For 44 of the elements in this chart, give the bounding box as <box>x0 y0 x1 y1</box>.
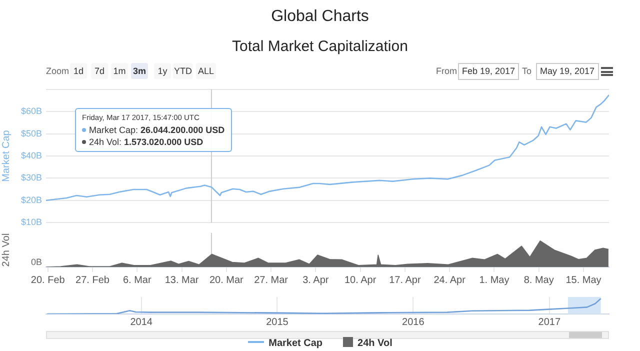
x-tick-label: 2014 <box>130 316 153 328</box>
text: 3m <box>131 63 148 79</box>
x-tick-label: 10. Apr <box>344 274 377 286</box>
x-tick-label: 2015 <box>266 316 289 328</box>
y-tick-label: $40B <box>20 150 42 160</box>
x-tick-label: 27. Feb <box>76 274 110 286</box>
x-tick-label: 6. Mar <box>122 274 152 286</box>
text: 1m <box>111 63 128 79</box>
x-tick-label: 3. Apr <box>302 274 330 286</box>
x-tick-label: 17. Apr <box>389 274 422 286</box>
x-tick-label: 2016 <box>402 316 425 328</box>
text: YTD <box>173 63 193 79</box>
y-tick-label: $60B <box>20 106 42 116</box>
y-tick-label: $10B <box>20 217 42 228</box>
x-tick-label: 13. Mar <box>164 274 200 286</box>
text: From <box>436 65 457 78</box>
text: Zoom <box>46 65 70 78</box>
text: Feb 19, 2017 <box>458 63 520 80</box>
x-tick-label: 1. May <box>479 274 510 286</box>
y-tick-label: $50B <box>20 128 42 138</box>
x-tick-label: 8. May <box>524 274 554 286</box>
y-axis-title: Market Cap <box>0 130 12 182</box>
chart-subtitle: Total Market Capitalization <box>231 38 409 55</box>
x-tick-label: 20. Mar <box>209 274 244 286</box>
text: 7d <box>91 63 108 79</box>
y-tick-label: $30B <box>20 172 42 183</box>
x-tick-label: 20. Feb <box>30 274 66 286</box>
text: May 19, 2017 <box>536 63 599 80</box>
text: 1y <box>154 63 171 79</box>
text: ALL <box>196 63 216 79</box>
legend-label: Market Cap <box>268 338 323 349</box>
annotation: Market Cap: 26.044.200.000 USD <box>89 125 225 136</box>
legend-label: 24h Vol <box>358 338 392 349</box>
y-axis-title: 24h Vol <box>0 233 12 267</box>
text: To <box>522 65 532 78</box>
annotation: 24h Vol: 1.573.020.000 USD <box>89 137 204 148</box>
x-tick-label: 27. Mar <box>254 274 289 286</box>
text: 1d <box>70 63 87 79</box>
chart-title: Global Charts <box>270 8 370 26</box>
y-tick-label: $20B <box>20 194 42 205</box>
text: 0B <box>30 257 42 267</box>
x-tick-label: 15. May <box>566 274 602 286</box>
x-tick-label: 2017 <box>538 316 561 328</box>
x-tick-label: 24. Apr <box>434 274 466 286</box>
